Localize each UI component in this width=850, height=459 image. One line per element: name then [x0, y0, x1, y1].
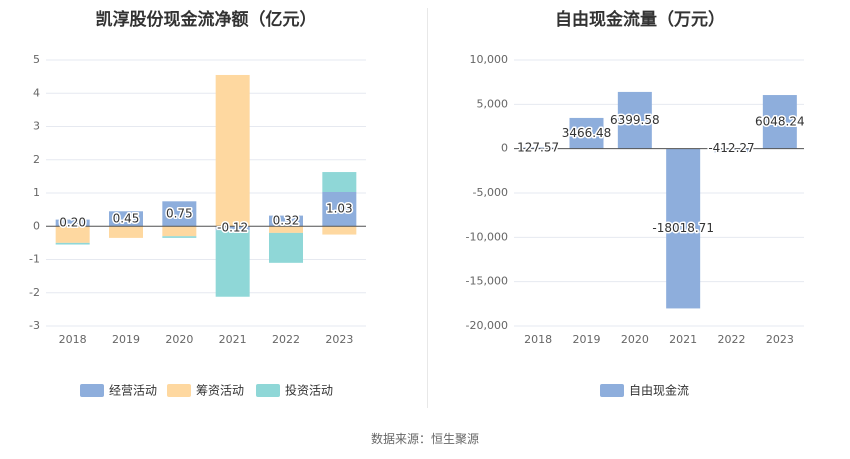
bar-free_cash_flow [569, 117, 604, 149]
bar-financing [109, 226, 143, 238]
x-tick-label: 2020 [165, 333, 193, 346]
bar-investing [215, 230, 250, 297]
data-label: 1.03 [326, 202, 353, 216]
legend-label: 经营活动 [109, 384, 157, 398]
y-tick-label: 0 [33, 219, 40, 232]
data-label: -412.27 [708, 141, 754, 155]
y-tick-label: -20,000 [466, 319, 508, 332]
bar-investing [269, 232, 303, 263]
data-label: 0.45 [113, 211, 140, 225]
bar-investing [55, 242, 90, 245]
y-tick-label: -1 [29, 253, 40, 266]
bar-free_cash_flow [714, 148, 749, 153]
data-source-label: 数据来源： [370, 432, 431, 446]
legend-swatch-investing [256, 384, 280, 397]
y-tick-label: -15,000 [466, 275, 508, 288]
data-label: 3466.48 [562, 126, 612, 140]
y-tick-label: 1 [33, 186, 40, 199]
y-tick-label: 2 [33, 153, 40, 166]
x-tick-label: 2019 [112, 333, 140, 346]
x-tick-label: 2021 [219, 333, 247, 346]
chart-title: 自由现金流量（万元） [555, 9, 725, 30]
data-label: 6048.24 [755, 114, 805, 128]
x-tick-label: 2022 [272, 333, 300, 346]
bar-financing [162, 226, 197, 237]
data-label: 0.20 [59, 215, 86, 229]
bar-free_cash_flow [617, 91, 652, 149]
data-label: -18018.71 [652, 221, 714, 235]
bar-free_cash_flow [521, 147, 556, 149]
data-label: -0.12 [217, 221, 248, 235]
data-label: 0.32 [273, 213, 300, 227]
bar-operating [109, 211, 143, 227]
y-tick-label: -3 [29, 319, 40, 332]
legend-label: 投资活动 [285, 383, 333, 398]
free-cash-flow-chart: 自由现金流量（万元） -20,000 -15,000 -10,000 -5,000 0 5,… [466, 9, 807, 398]
y-tick-label: 5 [33, 53, 40, 66]
bar-investing [322, 172, 357, 193]
y-tick-label: -10,000 [466, 230, 508, 243]
legend-swatch-free_cash_flow [600, 384, 624, 397]
y-tick-label: 4 [33, 86, 40, 99]
y-tick-label: 5,000 [477, 97, 509, 110]
bar-operating [269, 215, 303, 227]
bar-free_cash_flow [666, 148, 701, 309]
panel-divider [427, 8, 428, 408]
cash-flow-net-chart: 凯淳股份现金流净额（亿元） -3 -2 -1 0 1 2 3 4 5 0.20 0.45 0.75 -0.… [29, 9, 366, 398]
x-tick-label: 2020 [621, 333, 649, 346]
legend-label: 自由现金流 [629, 383, 689, 398]
bar-investing [162, 236, 197, 238]
y-tick-label: 10,000 [470, 53, 509, 66]
legend-swatch-financing [167, 384, 191, 397]
bar-financing [55, 226, 90, 243]
y-tick-label: -2 [29, 286, 40, 299]
data-source: 数据来源：恒生聚源 [0, 430, 850, 447]
bar-financing [269, 226, 303, 233]
y-tick-label: -5,000 [473, 186, 508, 199]
x-tick-label: 2018 [524, 333, 552, 346]
x-tick-label: 2018 [59, 333, 87, 346]
y-tick-label: 0 [501, 142, 508, 155]
y-tick-label: 3 [33, 120, 40, 133]
x-tick-label: 2023 [766, 333, 794, 346]
bar-financing [215, 74, 250, 227]
x-tick-label: 2019 [573, 333, 601, 346]
data-label: 0.75 [166, 206, 193, 220]
bar-financing [322, 226, 357, 235]
data-label: 127.57 [517, 141, 559, 155]
bar-operating [55, 219, 90, 227]
bar-operating [215, 226, 250, 231]
x-tick-label: 2021 [669, 333, 697, 346]
x-tick-label: 2022 [718, 333, 746, 346]
x-tick-label: 2023 [325, 333, 353, 346]
chart-title: 凯淳股份现金流净额（亿元） [96, 9, 317, 30]
bar-operating [322, 192, 357, 227]
bar-free_cash_flow [762, 95, 797, 149]
legend-swatch-operating [80, 384, 104, 397]
legend-label: 筹资活动 [196, 384, 244, 398]
bar-operating [162, 201, 197, 227]
data-label: 6399.58 [610, 113, 660, 127]
data-source-name: 恒生聚源 [431, 432, 480, 446]
